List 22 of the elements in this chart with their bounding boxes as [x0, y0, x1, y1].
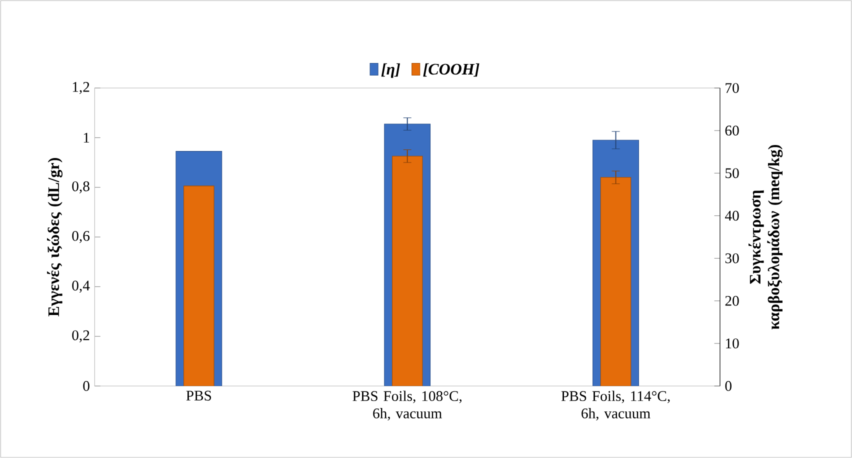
y2-tick-label: 70 [726, 83, 739, 93]
x-tick-label: PBS Foils, 114°C, 6h, vacuum [561, 390, 670, 420]
y-tick-label: 0,4 [72, 280, 90, 293]
y-tick-label: 0 [83, 381, 90, 391]
y2-tick-label: 30 [725, 253, 739, 264]
y2-tick-label: 0 [725, 381, 732, 391]
y-tick-label: 0,2 [72, 330, 90, 342]
x-tick-label: PBS [186, 390, 212, 401]
y2-tick-label: 20 [725, 296, 739, 306]
y-tick-label: 0,6 [72, 231, 90, 244]
y-tick-label: 1 [84, 132, 90, 143]
x-tick-label: PBS Foils, 108°C, 6h, vacuum [352, 390, 462, 420]
y-axis-title: Εγγενές ιξώδες (dL/gr) [47, 158, 62, 316]
y2-axis-title: Συγκέντρωση καρβοξυλομάδων (meq/kg) [748, 144, 783, 330]
legend-label: [η] [381, 63, 400, 78]
y2-tick-label: 40 [725, 210, 739, 221]
y2-tick-label: 10 [726, 338, 739, 348]
y-tick-label: 0,8 [72, 181, 90, 194]
y2-tick-label: 60 [725, 126, 739, 136]
legend-label: [COOH] [423, 63, 480, 77]
y2-tick-label: 50 [726, 168, 739, 178]
y-tick-label: 1,2 [72, 82, 90, 94]
